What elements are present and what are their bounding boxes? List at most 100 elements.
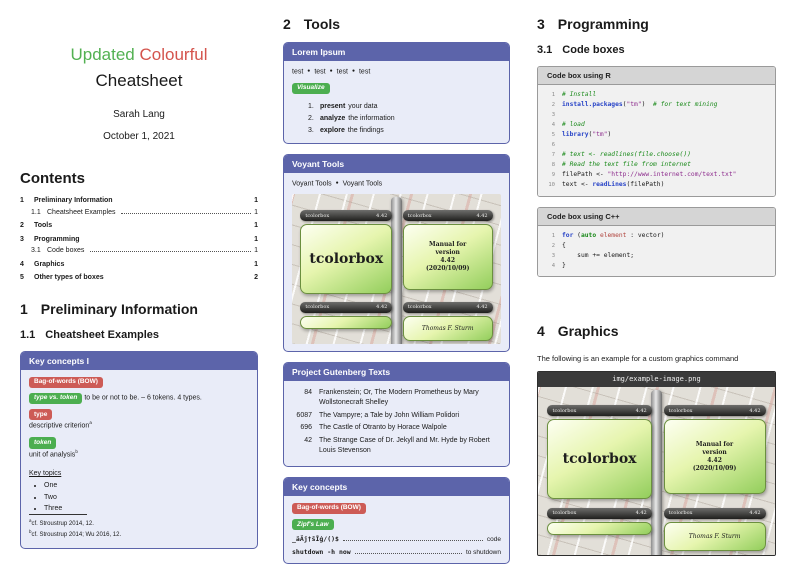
toc-label: Other types of boxes — [34, 274, 104, 281]
box-body: test ● test ● test ● test Visualize 1. present… — [284, 61, 509, 143]
code-line: 6 — [545, 140, 768, 150]
code-token: "tm" — [592, 131, 608, 139]
section-2-heading: 2 Tools — [283, 16, 510, 32]
toc-label: Graphics — [34, 260, 65, 268]
title-word-cheatsheet: Cheatsheet — [95, 70, 183, 90]
box-title: Key concepts I — [21, 351, 257, 370]
key-topics-heading: Key topics — [29, 470, 62, 478]
code-token: # load — [562, 121, 585, 129]
type-badge: type — [29, 409, 53, 421]
lorem-ipsum-box: Lorem Ipsum test ● test ● test ● test Visualiz… — [283, 42, 510, 145]
code-text: install.packages("tm") # for text mining — [562, 100, 717, 110]
code-text: # Install — [562, 90, 596, 100]
code-token: readLines — [592, 181, 627, 189]
image-filename-bar: img/example-image.png — [538, 371, 775, 387]
r-code-box: Code box using R 1 # Install 2 install.pack… — [537, 66, 776, 197]
sign-body: Manual for version 4.42 (2020/10/09) — [402, 224, 493, 290]
line-number: 1 — [551, 232, 555, 239]
author-text: Thomas F. Sturm — [688, 533, 741, 541]
code-line: 9 filePath <- "http://www.internet.com/te… — [545, 170, 768, 180]
tcolorbox-logo-text: tcolorbox — [309, 251, 384, 268]
manual-line: (2020/10/09) — [425, 265, 470, 273]
concept-row: Zipf's Law — [292, 519, 501, 531]
code-token: ) — [641, 101, 646, 109]
title-word-updated: Updated — [70, 45, 135, 64]
code-text: # Read the text file from internet — [562, 160, 691, 170]
toc-entry-programming[interactable]: 3 Programming 1 — [20, 235, 258, 246]
sign-header-version: 4.42 — [376, 304, 388, 311]
signpost-pole — [650, 390, 663, 555]
title-block: Updated Colourful Cheatsheet Sarah Lang … — [20, 14, 258, 142]
bullet-separator: ● — [335, 180, 339, 187]
section-3-heading: 3 Programming — [537, 16, 776, 32]
test-item: test — [314, 68, 326, 76]
toc-page-number: 1 — [254, 208, 258, 216]
line-number: 6 — [551, 142, 555, 149]
test-items-line: test ● test ● test ● test — [292, 68, 501, 76]
toc-entry-preliminary-information[interactable]: 1 Preliminary Information 1 — [20, 196, 258, 207]
middle-column: 2 Tools Lorem Ipsum test ● test ● test ● test … — [283, 10, 510, 564]
voyant-links-line: Voyant Tools ● Voyant Tools — [292, 180, 501, 188]
toc-entry-graphics[interactable]: 4 Graphics 1 — [20, 260, 258, 271]
step-text: present your data — [320, 101, 377, 113]
dotted-leader — [342, 540, 483, 542]
sign-body: Manual for version 4.42 (2020/10/09) — [663, 419, 766, 495]
toc-number: 1 — [20, 197, 24, 204]
footnote-marker: a — [29, 517, 32, 523]
table-row: 84 Frankenstein; Or, The Modern Promethe… — [292, 388, 501, 408]
sign-header: tcolorbox 4.42 — [300, 210, 393, 222]
step-rest: your data — [348, 102, 378, 110]
table-of-contents: 1 Preliminary Information 1 1.1 Cheatshe… — [20, 196, 258, 284]
document-date: October 1, 2021 — [103, 131, 175, 142]
author-name: Sarah Lang — [113, 109, 165, 120]
code-line: 2{ — [545, 241, 768, 251]
code-token: # Read the text file from internet — [562, 161, 691, 169]
right-column: 3 Programming 3.1 Code boxes Code box us… — [537, 10, 776, 556]
toc-page-number: 1 — [254, 197, 258, 204]
code-line: 4} — [545, 261, 768, 271]
voyant-tools-link[interactable]: Voyant Tools — [292, 180, 332, 188]
toc-dotted-leader — [121, 212, 252, 214]
topic-item: Two — [44, 492, 249, 503]
step-item: 1. present your data — [308, 101, 501, 113]
code-token: ) — [607, 131, 612, 139]
footnote-a: acf. Stroustrup 2014, 12. — [29, 518, 249, 529]
code-text: # text <- readlines(file.choose()) — [562, 150, 691, 160]
toc-entry-tools[interactable]: 2 Tools 1 — [20, 221, 258, 232]
tcolorbox-sign-author: tcolorbox 4.42 Thomas F. Sturm — [402, 301, 493, 341]
tcolorbox-sign-author: tcolorbox 4.42 Thomas F. Sturm — [663, 507, 766, 552]
manual-line: version — [435, 249, 460, 257]
toc-entry-code-boxes[interactable]: 3.1 Code boxes 1 — [20, 246, 258, 257]
voyant-tools-link[interactable]: Voyant Tools — [342, 180, 383, 188]
code-token: ( — [573, 231, 581, 239]
sign-header: tcolorbox 4.42 — [663, 405, 766, 417]
sign-header: tcolorbox 4.42 — [547, 405, 652, 417]
code-token: } — [562, 261, 566, 269]
sign-header: tcolorbox 4.42 — [402, 301, 493, 313]
visualize-badge: Visualize — [292, 82, 330, 94]
tcolorbox-sign-manual: tcolorbox 4.42 Manual for version 4.42 (… — [402, 210, 493, 290]
code-text: library("tm") — [562, 130, 611, 140]
tcolorbox-sign-small: tcolorbox 4.42 — [547, 507, 652, 548]
toc-entry-other-types-of-boxes[interactable]: 5 Other types of boxes 2 — [20, 273, 258, 284]
bullet-separator: ● — [307, 68, 311, 74]
line-number: 1 — [551, 92, 555, 98]
sign-header-name: tcolorbox — [305, 212, 330, 219]
box-title: Lorem Ipsum — [284, 43, 509, 61]
code-token: "tm" — [626, 101, 642, 109]
gutenberg-title: The Strange Case of Dr. Jekyll and Mr. H… — [319, 437, 490, 454]
line-number: 8 — [551, 162, 555, 169]
example-image-figure: img/example-image.png tcolorbox 4.42 tco… — [537, 370, 776, 556]
gutenberg-id: 84 — [304, 388, 312, 396]
step-verb: present — [320, 102, 346, 110]
toc-label: Code boxes — [47, 247, 85, 254]
toc-entry-cheatsheet-examples[interactable]: 1.1 Cheatsheet Examples 1 — [20, 208, 258, 219]
box-title: Voyant Tools — [284, 155, 509, 174]
box-title: Project Gutenberg Texts — [284, 362, 509, 381]
section-4-heading: 4 Graphics — [537, 323, 776, 339]
footnote-text: cf. Stroustrup 2014, 12. — [31, 520, 94, 527]
section-title: Programming — [557, 16, 649, 32]
type-vs-token-badge: type vs. token — [29, 392, 83, 405]
code-token: text <- — [562, 181, 593, 189]
dotted-leader — [354, 553, 462, 555]
